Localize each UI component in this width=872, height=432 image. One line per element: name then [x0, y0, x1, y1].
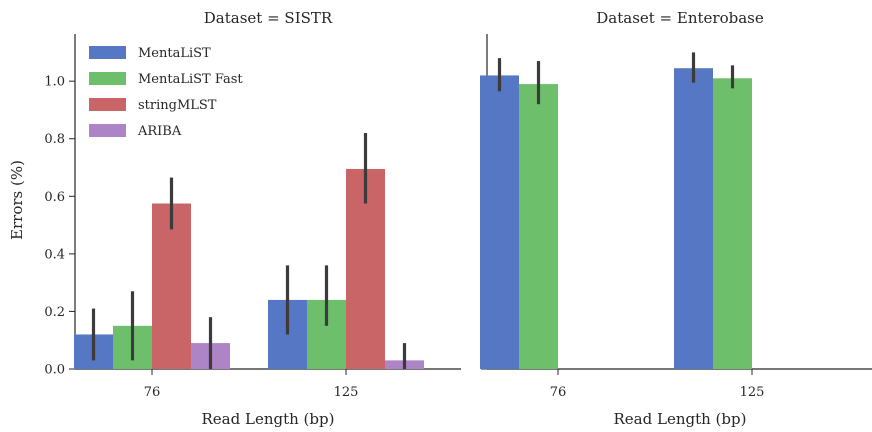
- x-tick-label: 125: [334, 385, 359, 400]
- bar-mentalist-76: [480, 75, 519, 369]
- legend-label: MentaLiST Fast: [138, 72, 243, 87]
- y-tick-label: 1.0: [44, 75, 65, 90]
- panel-title-enterobase: Dataset = Enterobase: [596, 9, 764, 27]
- panel-enterobase: 76 125: [480, 34, 872, 400]
- legend-label: ARIBA: [137, 124, 182, 139]
- y-tick-label: 0.6: [44, 190, 65, 205]
- y-tick-label: 0.4: [44, 247, 65, 262]
- y-tick-label: 0.0: [44, 363, 65, 378]
- x-tick-label: 125: [740, 385, 765, 400]
- legend-label: MentaLiST: [138, 46, 211, 61]
- bar-mentalist-125: [674, 68, 713, 369]
- panel-title-sistr: Dataset = SISTR: [204, 9, 333, 27]
- legend-swatch: [89, 98, 126, 111]
- panel-sistr: 0.0 0.2 0.4 0.6 0.8 1.0 76 125: [44, 34, 461, 400]
- y-tick-label: 0.2: [44, 305, 65, 320]
- y-tick-label: 0.8: [44, 132, 65, 147]
- bar-mentalist-fast-125: [713, 78, 752, 369]
- x-axis-label-enterobase: Read Length (bp): [614, 410, 747, 428]
- bar-mentalist-fast-76: [519, 84, 558, 369]
- bar-stringmlst-76: [152, 203, 191, 369]
- x-tick-label: 76: [550, 385, 567, 400]
- legend-label: stringMLST: [138, 98, 217, 113]
- legend-swatch: [89, 72, 126, 85]
- legend-swatch: [89, 46, 126, 59]
- x-tick-label: 76: [144, 385, 161, 400]
- y-axis-label: Errors (%): [8, 160, 26, 240]
- x-axis-label-sistr: Read Length (bp): [202, 410, 335, 428]
- legend-swatch: [89, 124, 126, 137]
- legend: MentaLiST MentaLiST Fast stringMLST ARIBA: [89, 46, 243, 139]
